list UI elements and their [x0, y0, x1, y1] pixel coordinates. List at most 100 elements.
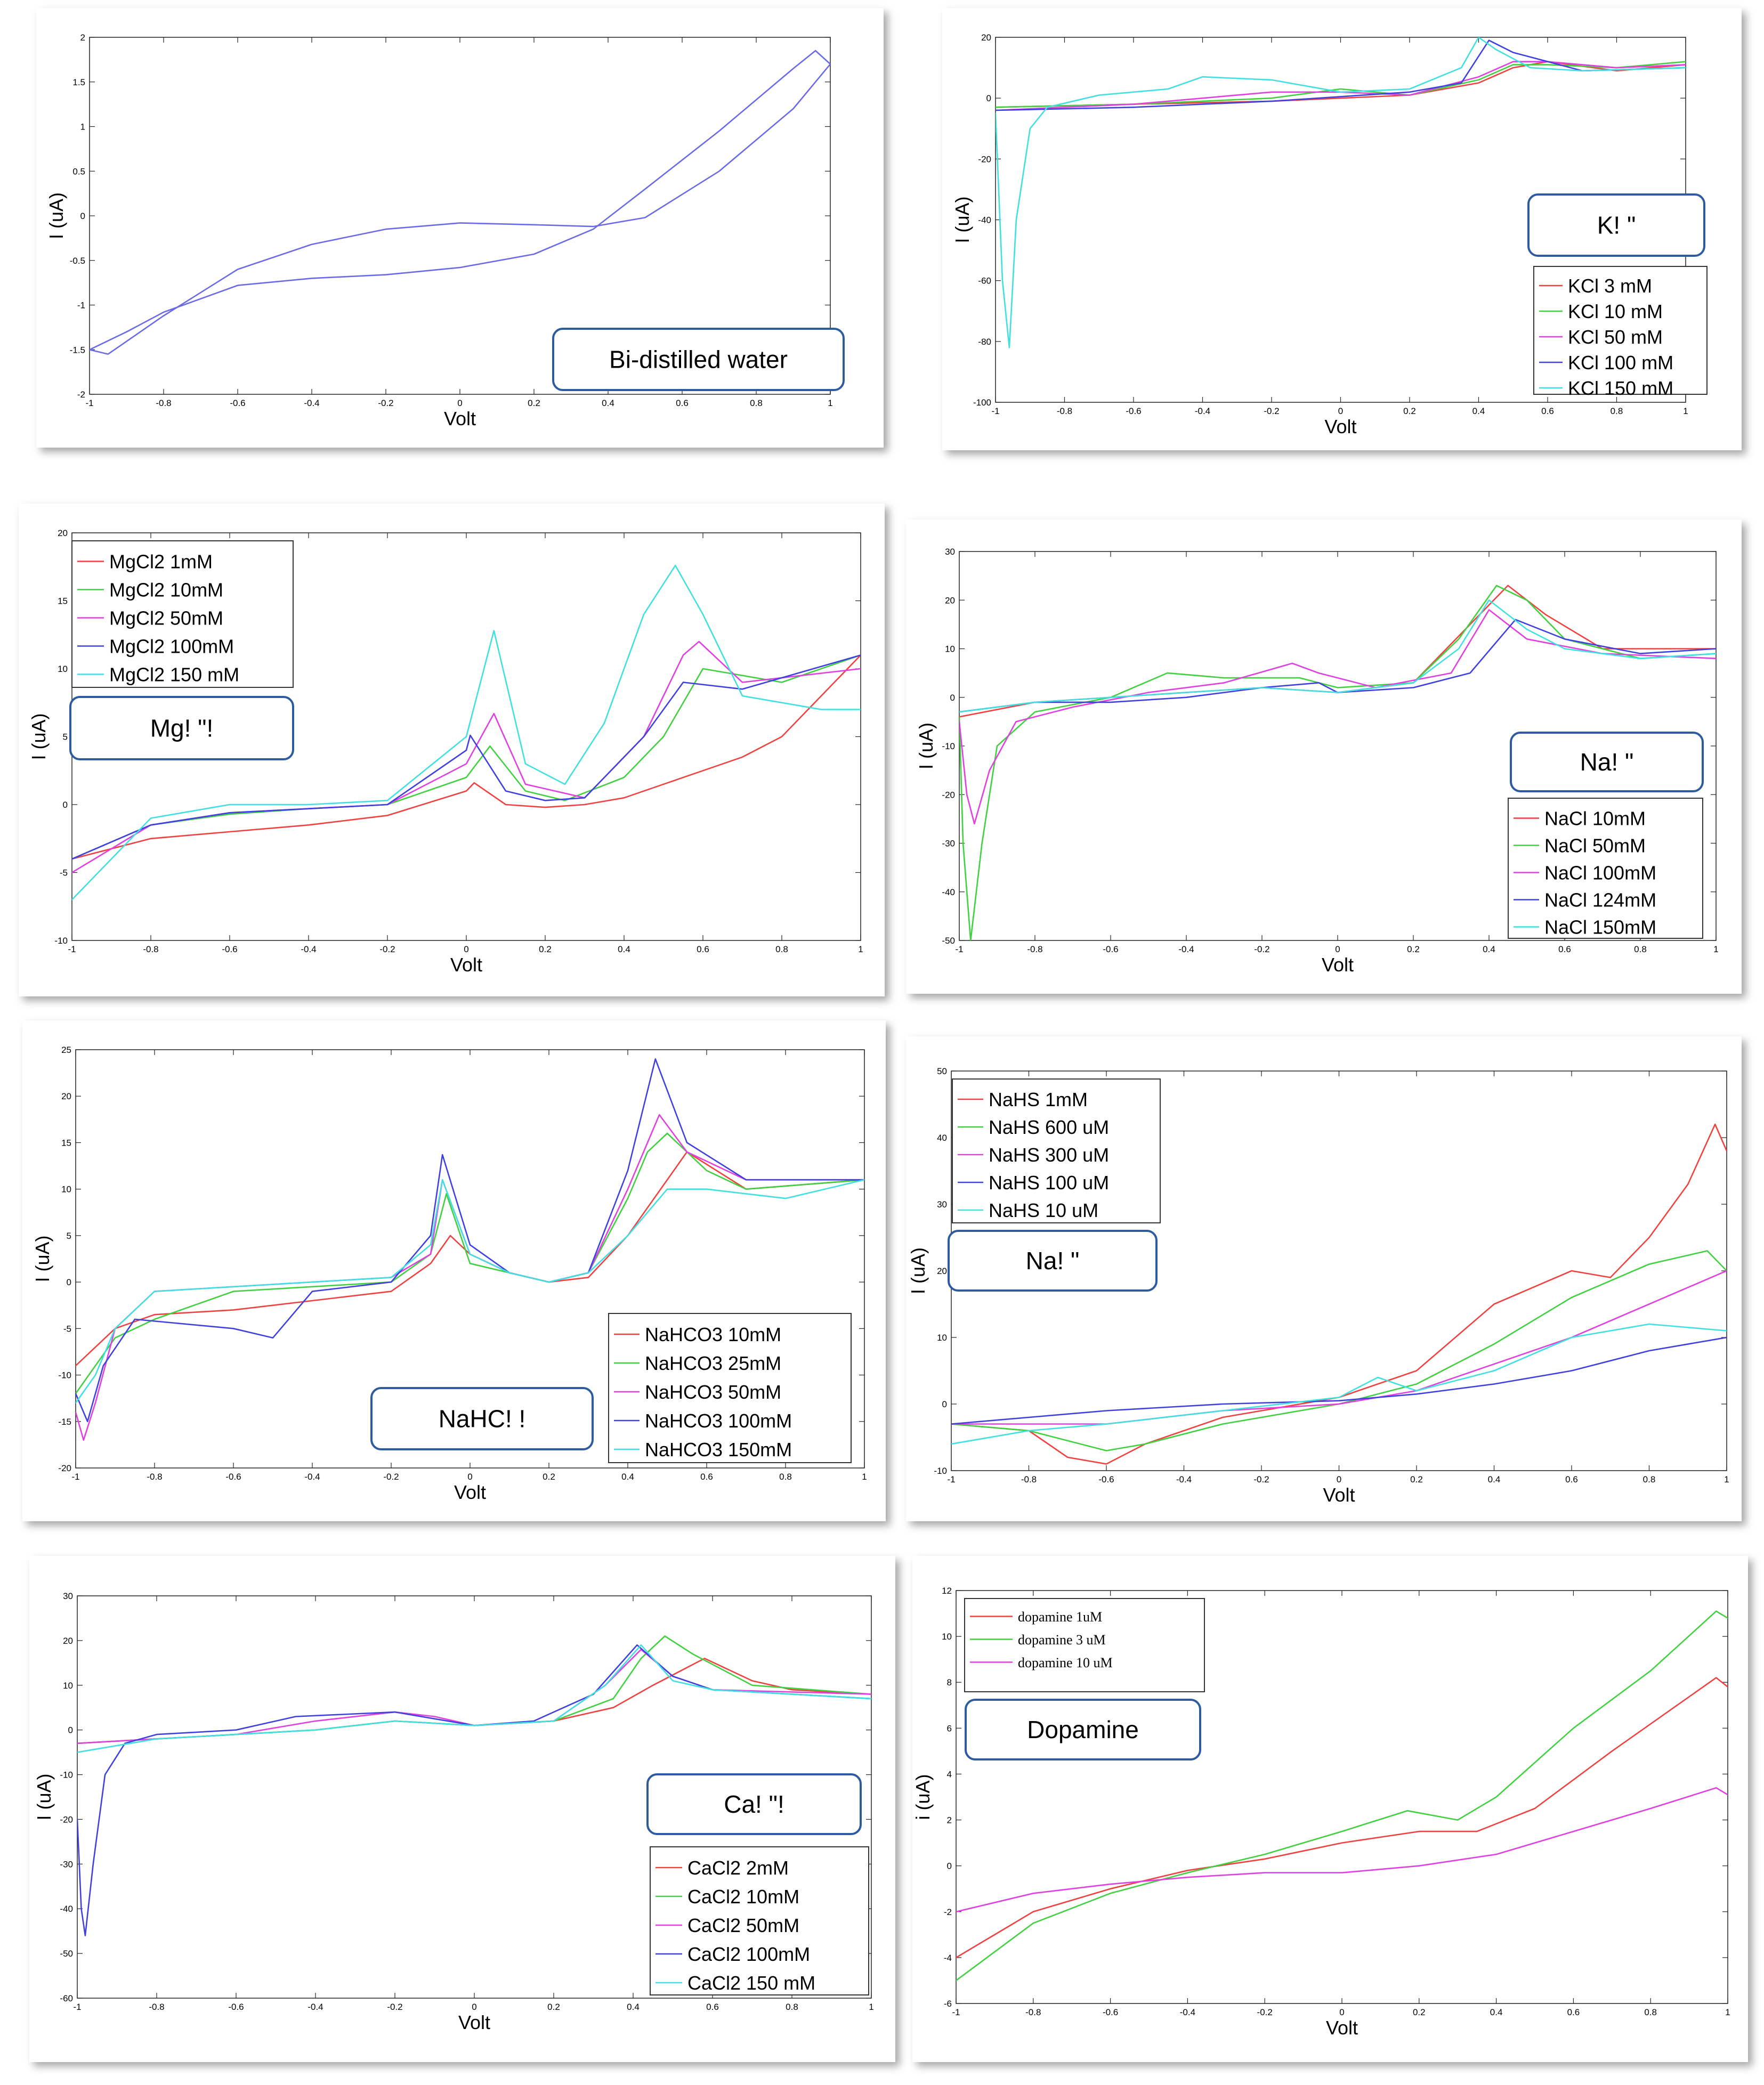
x-tick-label: -1: [71, 1472, 79, 1482]
chart-svg-nacl: -1 -0.8 -0.6 -0.4 -0.2 0 0.2 0.4 0.6 0.8 1 -50 -40 -3…: [915, 547, 1719, 976]
x-tick-label: 1: [1683, 406, 1688, 416]
y-tick-label: 30: [63, 1591, 73, 1601]
chart-panel-bidistilled-water: -1 -0.8 -0.6 -0.4 -0.2 0 0.2 0.4 0.6 0.8 1 -2 -1.5 -1…: [36, 8, 884, 448]
y-tick-label: 20: [937, 1266, 947, 1276]
y-tick-label: 10: [61, 1185, 71, 1195]
x-tick-label: 0.4: [1472, 406, 1485, 416]
legend-entry: NaHS 10 uM: [989, 1199, 1098, 1221]
callout-box: [552, 328, 845, 391]
legend-entry: CaCl2 100mM: [687, 1943, 810, 1965]
y-tick-label: -5: [63, 1324, 71, 1334]
y-tick-label: 20: [945, 595, 955, 605]
y-tick-label: -4: [944, 1953, 952, 1963]
x-tick-label: -0.6: [228, 2002, 244, 2012]
legend-box: [608, 1313, 852, 1463]
series-line-1: [76, 1132, 864, 1394]
x-tick-label: -0.6: [1098, 1474, 1114, 1484]
legend-entry: NaHCO3 10mM: [645, 1324, 781, 1345]
legend-entry: CaCl2 50mM: [687, 1914, 799, 1936]
y-tick-label: -20: [978, 154, 991, 164]
x-axis-label: Volt: [1324, 416, 1356, 437]
y-axis-label: I (uA): [907, 1247, 929, 1294]
x-tick-label: -0.6: [1126, 406, 1141, 416]
x-tick-label: -0.2: [378, 398, 393, 408]
x-tick-label: -0.8: [1027, 944, 1042, 954]
y-tick-label: 30: [937, 1199, 947, 1210]
x-tick-label: 0.8: [750, 398, 763, 408]
y-tick-label: 20: [61, 1091, 71, 1101]
legend-entry: CaCl2 10mM: [687, 1886, 799, 1908]
x-tick-label: 0.2: [1413, 2007, 1426, 2017]
legend-entry: MgCl2 100mM: [109, 635, 234, 657]
y-axis-label: i (uA): [912, 1774, 934, 1820]
chart-svg-nahco3: -1 -0.8 -0.6 -0.4 -0.2 0 0.2 0.4 0.6 0.8 1 -20 -15 -1…: [31, 1045, 867, 1503]
y-tick-label: 15: [58, 596, 68, 606]
x-tick-label: 1: [1725, 2007, 1730, 2017]
y-axis-label: I (uA): [951, 196, 973, 243]
series-line-4: [76, 1179, 864, 1404]
legend-entry: KCl 150 mM: [1568, 377, 1673, 399]
chart-svg-nahs: -1 -0.8 -0.6 -0.4 -0.2 0 0.2 0.4 0.6 0.8 1 -10 0 10 20…: [907, 1066, 1729, 1506]
y-tick-label: 0: [80, 211, 85, 221]
callout-box: [370, 1387, 594, 1450]
legend-entry: dopamine 3 uM: [1018, 1632, 1106, 1648]
x-tick-label: 0.4: [627, 2002, 640, 2012]
x-tick-label: 0.4: [602, 398, 614, 408]
x-axis-label: Volt: [450, 954, 482, 976]
x-tick-label: 1: [869, 2002, 873, 2012]
x-tick-label: 0.6: [697, 944, 709, 954]
series-group: [996, 37, 1686, 348]
x-tick-label: -1: [952, 2007, 960, 2017]
y-tick-label: 10: [63, 1681, 73, 1691]
series-line-0: [72, 654, 861, 860]
x-tick-label: 0.2: [528, 398, 540, 408]
series-group: [951, 1123, 1727, 1465]
chart-panel-nacl: -1 -0.8 -0.6 -0.4 -0.2 0 0.2 0.4 0.6 0.8 1 -50 -40 -3…: [906, 520, 1742, 994]
legend-entry: NaHCO3 50mM: [645, 1381, 781, 1403]
y-tick-label: 0: [947, 1861, 952, 1871]
x-tick-label: 0: [457, 398, 462, 408]
chart-panel-nahco3: -1 -0.8 -0.6 -0.4 -0.2 0 0.2 0.4 0.6 0.8 1 -20 -15 -1…: [22, 1020, 886, 1521]
series-group: [959, 585, 1716, 940]
x-tick-label: 0.4: [1483, 944, 1495, 954]
y-tick-label: -5: [60, 868, 68, 878]
x-tick-label: -0.8: [156, 398, 171, 408]
x-tick-label: -0.8: [147, 1472, 162, 1482]
chart-panel-cacl2: -1 -0.8 -0.6 -0.4 -0.2 0 0.2 0.4 0.6 0.8 1 -60 -50 -4…: [29, 1556, 895, 2062]
x-tick-label: -0.4: [308, 2002, 323, 2012]
x-axis-label: Volt: [1326, 2017, 1358, 2039]
legend-entry: KCl 50 mM: [1568, 326, 1663, 348]
y-tick-label: 10: [942, 1632, 952, 1642]
x-tick-label: 0.8: [779, 1472, 792, 1482]
x-tick-label: 0: [1339, 2007, 1344, 2017]
series-line-1: [72, 654, 861, 860]
x-tick-label: 1: [862, 1472, 867, 1482]
x-tick-label: -1: [991, 406, 999, 416]
x-tick-label: 0.4: [621, 1472, 634, 1482]
series-line-3: [77, 1644, 871, 1936]
legend-entry: CaCl2 150 mM: [687, 1972, 815, 1994]
chart-svg-bidistilled-water: -1 -0.8 -0.6 -0.4 -0.2 0 0.2 0.4 0.6 0.8 1 -2 -1.5 -1…: [45, 33, 845, 429]
x-tick-label: 0.6: [1565, 1474, 1578, 1484]
x-tick-label: 0: [1338, 406, 1343, 416]
callout-label: NaHC! !: [439, 1405, 526, 1433]
series-line-3: [72, 654, 861, 860]
legend-entry: NaHCO3 100mM: [645, 1410, 792, 1432]
series-line-0: [951, 1123, 1727, 1465]
legend-entry: NaHCO3 150mM: [645, 1439, 792, 1461]
series-line-2: [959, 609, 1716, 825]
y-tick-label: -30: [942, 839, 955, 849]
y-tick-label: -40: [942, 887, 955, 897]
x-tick-label: -1: [947, 1474, 955, 1484]
x-tick-label: 0: [1335, 944, 1340, 954]
y-tick-label: -10: [58, 1370, 71, 1381]
x-tick-label: 0.6: [706, 2002, 719, 2012]
x-tick-label: 0: [464, 944, 468, 954]
series-line-3: [996, 39, 1686, 111]
y-tick-label: 10: [945, 644, 955, 654]
y-tick-label: -20: [60, 1814, 73, 1824]
x-tick-label: 0.8: [1644, 2007, 1657, 2017]
series-group: [76, 1058, 864, 1441]
x-tick-label: -0.6: [1103, 944, 1118, 954]
y-tick-label: -10: [942, 741, 955, 751]
